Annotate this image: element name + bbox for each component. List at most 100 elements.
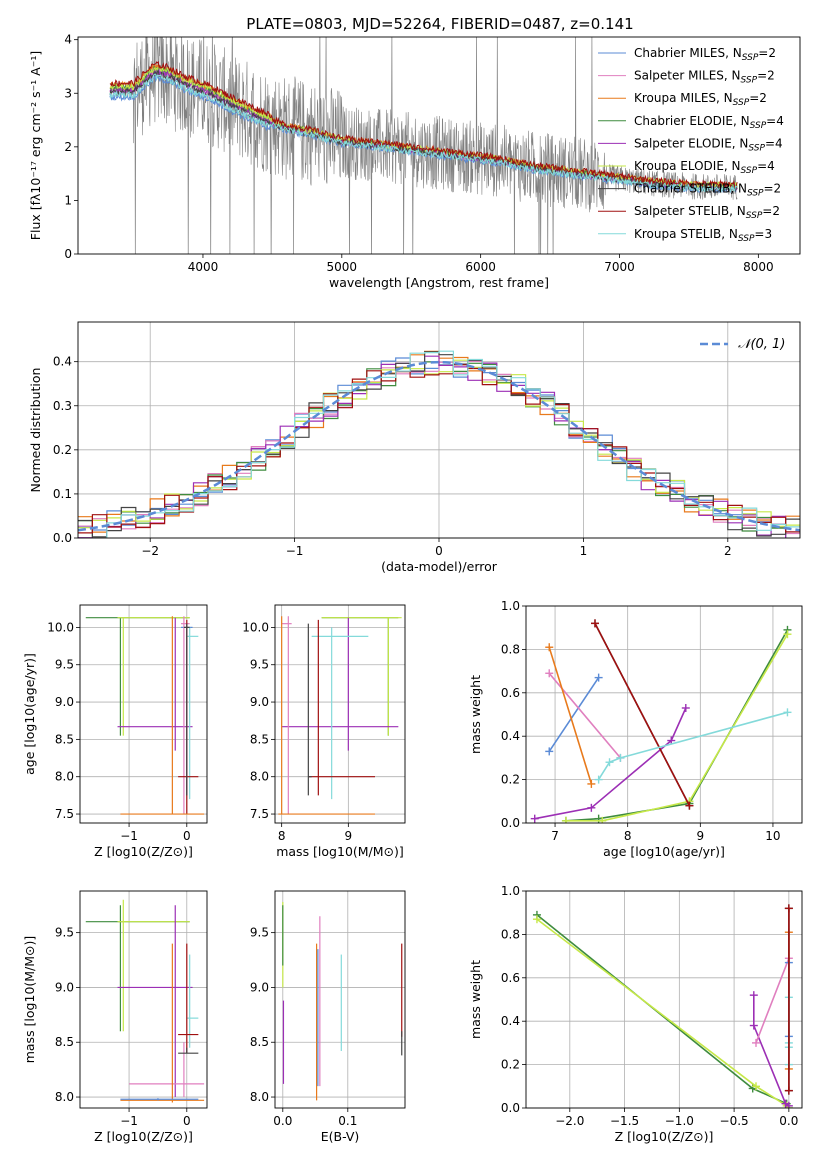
x-axis-label: E(B-V): [321, 1129, 360, 1144]
figure-title: PLATE=0803, MJD=52264, FIBERID=0487, z=0…: [246, 15, 633, 33]
plot-area: [109, 37, 738, 254]
y-tick-label: 0.4: [501, 1014, 520, 1028]
legend-label-text: Kroupa MILES, N: [634, 91, 733, 105]
y-tick-label: 0.6: [501, 971, 520, 985]
x-axis-label: (data-model)/error: [381, 559, 498, 574]
axes-frame: [274, 890, 406, 1109]
y-tick-label: 9.5: [250, 926, 269, 940]
y-tick-label: 4: [64, 33, 72, 47]
weight-line: [565, 633, 789, 822]
x-tick-label: 10: [765, 829, 780, 843]
y-tick-label: 8.0: [55, 1090, 74, 1104]
normal-curve: [78, 360, 800, 532]
plot-area: [530, 619, 792, 823]
x-tick-label: 8: [278, 829, 286, 843]
x-tick-label: 0.0: [273, 1114, 292, 1128]
y-tick-label: 0.8: [501, 927, 520, 941]
legend-label: Chabrier STELIB, NSSP=2: [634, 182, 781, 199]
legend-label-sub: SSP: [746, 211, 763, 221]
x-tick-label: 4000: [188, 260, 219, 274]
y-tick-label: 8.0: [55, 770, 74, 784]
y-tick-label: 10.0: [242, 620, 269, 634]
legend-label-sub: SSP: [742, 53, 759, 63]
x-axis-label: Z [log10(Z/Z⊙)]: [94, 1129, 193, 1144]
legend-label-sub: SSP: [738, 234, 755, 244]
x-tick-label: −1.0: [665, 1114, 694, 1128]
legend-label-tail: =3: [754, 227, 772, 241]
y-tick-label: 8.5: [55, 732, 74, 746]
y-tick-label: 9.0: [55, 980, 74, 994]
y-tick-label: 9.5: [250, 658, 269, 672]
panel-age-vs-Z: −1 0 7.5 8.0 8.5 9.0 9.5 10.0 Z [log10(Z/Z⊙)] age…: [22, 604, 208, 859]
x-tick-label: 0.1: [338, 1114, 357, 1128]
x-tick-label: 7: [551, 829, 559, 843]
y-tick-label: 7.5: [55, 807, 74, 821]
y-tick-label: 0.2: [501, 773, 520, 787]
plot-area: [78, 350, 800, 538]
y-tick-label: 9.0: [250, 695, 269, 709]
y-tick-label: 0.6: [501, 686, 520, 700]
axes-frame: [79, 890, 208, 1109]
legend-label-text: Kroupa ELODIE, N: [634, 159, 741, 173]
x-tick-label: 8: [624, 829, 632, 843]
y-axis-label: age [log10(age/yr)]: [22, 653, 37, 775]
legend-label-tail: =2: [762, 204, 780, 218]
weight-line: [597, 711, 788, 781]
y-tick-label: 9.0: [55, 695, 74, 709]
legend-label-tail: =2: [757, 69, 775, 83]
y-tick-label: 2: [64, 140, 72, 154]
x-axis-label: Z [log10(Z/Z⊙)]: [94, 844, 193, 859]
x-axis-label: mass [log10(M/M⊙)]: [276, 844, 404, 859]
weight-line: [565, 629, 789, 822]
y-tick-label: 9.5: [55, 658, 74, 672]
weight-line: [548, 672, 622, 759]
histogram-steps: [78, 359, 800, 529]
panel-mass-weight-vs-age: 7 8 9 10 0.0 0.2 0.4 0.6 0.8 1.0 age [log10(age/yr…: [468, 599, 803, 859]
plot-area: [282, 901, 403, 1101]
weight-line: [753, 995, 790, 1107]
axes-frame: [525, 605, 803, 824]
y-tick-label: 9.5: [55, 926, 74, 940]
x-tick-label: −1: [286, 544, 304, 558]
histogram-steps: [78, 355, 787, 538]
y-tick-label: 0.1: [53, 487, 72, 501]
panel-age-vs-mass: 8 9 7.5 8.0 8.5 9.0 9.5 10.0 mass [log10(M/M⊙)]: [242, 604, 406, 859]
weight-line: [534, 707, 687, 820]
histogram-steps: [78, 364, 800, 534]
x-tick-label: 0: [435, 544, 443, 558]
y-tick-label: 10.0: [47, 620, 74, 634]
histogram-steps: [106, 350, 800, 538]
y-tick-label: 8.0: [250, 1090, 269, 1104]
axes-frame: [77, 36, 801, 255]
panel-mass-vs-ebv: 0.0 0.1 8.0 8.5 9.0 9.5 E(B-V): [250, 890, 406, 1144]
x-tick-label: 7000: [604, 260, 635, 274]
model-spectrum-line: [109, 60, 738, 189]
axes-frame: [525, 890, 803, 1109]
x-tick-label: −1: [120, 1114, 138, 1128]
y-tick-label: 3: [64, 86, 72, 100]
y-axis-label: mass weight: [468, 960, 483, 1039]
plot-area: [532, 904, 793, 1108]
x-axis-label: age [log10(age/yr)]: [603, 844, 725, 859]
legend-label-text: Salpeter MILES, N: [634, 69, 741, 83]
x-tick-label: −2: [141, 544, 159, 558]
y-tick-label: 8.5: [55, 1035, 74, 1049]
y-tick-label: 0.0: [53, 531, 72, 545]
y-tick-label: 8.5: [250, 732, 269, 746]
y-axis-label: mass weight: [468, 675, 483, 754]
x-tick-label: 2: [724, 544, 732, 558]
x-tick-label: 0: [183, 829, 191, 843]
legend-label: Chabrier MILES, NSSP=2: [634, 46, 776, 63]
y-tick-label: 0.8: [501, 642, 520, 656]
legend-label-text: Chabrier ELODIE, N: [634, 114, 750, 128]
y-tick-label: 1: [64, 193, 72, 207]
legend-label-tail: =4: [765, 136, 783, 150]
legend-label-tail: =2: [764, 182, 782, 196]
x-tick-label: −0.5: [720, 1114, 749, 1128]
legend-label-text: Kroupa STELIB, N: [634, 227, 738, 241]
weight-line: [548, 677, 600, 752]
axes-frame: [274, 604, 406, 824]
